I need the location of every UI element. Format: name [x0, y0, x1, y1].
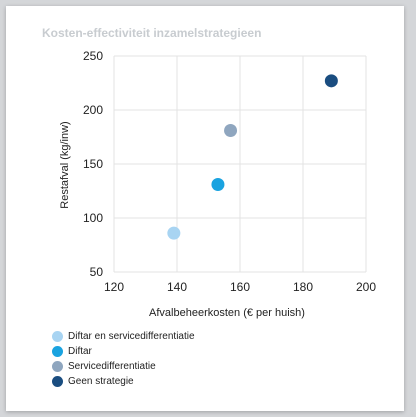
grid-lines [113, 55, 367, 273]
tick-labels: 120 140 160 180 200 250 200 150 100 50 [83, 49, 376, 294]
y-tick-label: 100 [83, 211, 103, 225]
chart-title: Kosten-effectiviteit inzamelstrategieen [42, 26, 262, 40]
legend-label: Servicedifferentiatie [68, 361, 156, 372]
y-tick-label: 200 [83, 103, 103, 117]
x-tick-label: 120 [104, 280, 124, 294]
legend-swatch [52, 361, 63, 372]
data-point[interactable] [324, 74, 338, 88]
legend-item-servicedifferentiatie: Servicedifferentiatie [52, 359, 195, 374]
y-tick-label: 50 [90, 265, 104, 279]
x-axis-label: Afvalbeheerkosten (€ per huish) [149, 307, 305, 319]
legend-label: Diftar en servicedifferentiatie [68, 331, 195, 342]
data-point[interactable] [224, 124, 238, 138]
chart-legend: Diftar en servicedifferentiatie Diftar S… [52, 329, 195, 389]
x-tick-label: 200 [356, 280, 376, 294]
legend-label: Diftar [68, 346, 92, 357]
legend-swatch [52, 331, 63, 342]
y-tick-label: 150 [83, 157, 103, 171]
y-tick-label: 250 [83, 49, 103, 63]
data-points [167, 74, 338, 240]
chart-card [6, 6, 404, 411]
data-point[interactable] [167, 226, 181, 240]
legend-label: Geen strategie [68, 376, 134, 387]
legend-swatch [52, 376, 63, 387]
x-tick-label: 160 [230, 280, 250, 294]
legend-item-geen-strategie: Geen strategie [52, 374, 195, 389]
legend-swatch [52, 346, 63, 357]
y-axis-label: Restafval (kg/inw) [59, 121, 71, 208]
legend-item-diftar: Diftar [52, 344, 195, 359]
legend-item-diftar-en-servicedifferentiatie: Diftar en servicedifferentiatie [52, 329, 195, 344]
x-tick-label: 180 [293, 280, 313, 294]
data-point[interactable] [211, 178, 225, 192]
x-tick-label: 140 [167, 280, 187, 294]
